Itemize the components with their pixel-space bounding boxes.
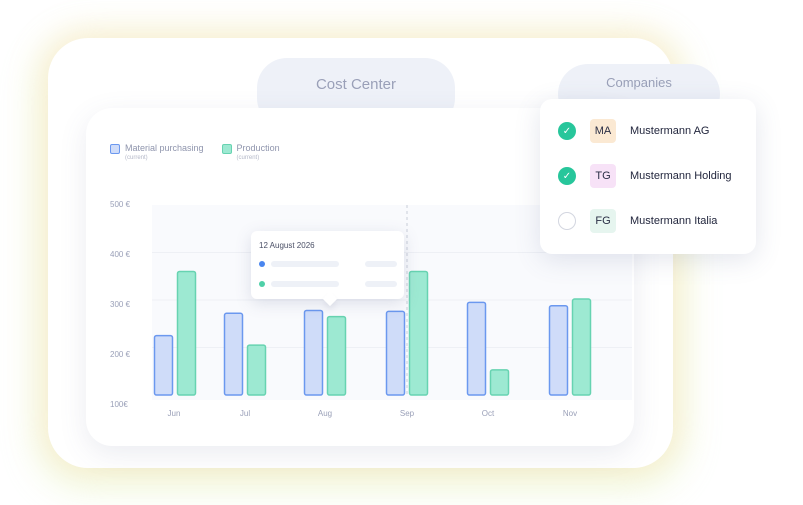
x-tick-label: Jul (239, 409, 251, 418)
bar-material-oct[interactable] (466, 301, 487, 396)
tooltip-placeholder-value (365, 281, 397, 287)
x-tick-label: Oct (481, 409, 495, 418)
company-name: Mustermann Italia (630, 215, 718, 227)
bar-material-jul[interactable] (223, 312, 244, 396)
x-tick-label: Sep (399, 409, 415, 418)
bar-production-nov[interactable] (571, 298, 592, 396)
y-tick-label: 300 € (110, 300, 131, 309)
tooltip-dot-production (259, 281, 265, 287)
bar-production-oct[interactable] (489, 369, 510, 396)
company-name: Mustermann Holding (630, 170, 732, 182)
tooltip-row-material (259, 260, 397, 268)
company-badge: TG (590, 164, 616, 188)
legend-label-material: Material purchasing (125, 143, 204, 153)
y-tick-label: 200 € (110, 350, 131, 359)
bar-production-aug[interactable] (326, 315, 347, 396)
tooltip-placeholder-value (365, 261, 397, 267)
legend-swatch-production (221, 144, 232, 154)
tooltip-row-production (259, 280, 397, 288)
legend-item-material[interactable]: Material purchasing (current) (110, 143, 204, 162)
legend-label-production: Production (236, 143, 280, 153)
x-tick-label: Jun (167, 409, 181, 418)
bar-material-aug[interactable] (303, 309, 324, 396)
company-option-fg[interactable]: FG Mustermann Italia (558, 208, 717, 234)
legend-item-production[interactable]: Production (current) (221, 143, 280, 162)
legend-sub-production: (current) (236, 155, 260, 161)
legend-swatch-material (110, 144, 120, 154)
tooltip-dot-material (259, 261, 265, 267)
chart-legend: Material purchasing (current) Production… (110, 143, 280, 162)
bar-production-sep[interactable] (408, 270, 429, 396)
company-option-tg[interactable]: ✓ TG Mustermann Holding (558, 163, 732, 189)
checked-icon[interactable]: ✓ (558, 167, 576, 185)
bar-production-jul[interactable] (246, 344, 267, 396)
x-tick-label: Aug (317, 409, 333, 418)
tooltip-placeholder-bar (271, 281, 339, 287)
bar-material-nov[interactable] (548, 304, 569, 396)
bar-material-jun[interactable] (153, 334, 174, 396)
y-tick-label: 400 € (110, 250, 131, 259)
companies-dropdown: ✓ MA Mustermann AG ✓ TG Mustermann Holdi… (540, 99, 756, 254)
tooltip-date: 12 August 2026 (259, 241, 315, 250)
bar-material-sep[interactable] (385, 310, 406, 396)
checked-icon[interactable]: ✓ (558, 122, 576, 140)
tooltip-placeholder-bar (271, 261, 339, 267)
company-badge: MA (590, 119, 616, 143)
chart-tooltip: 12 August 2026 (251, 231, 404, 299)
x-tick-label: Nov (562, 409, 578, 418)
unchecked-circle-icon[interactable] (558, 212, 576, 230)
company-option-ma[interactable]: ✓ MA Mustermann AG (558, 118, 709, 144)
legend-sub-material: (current) (125, 155, 148, 161)
y-tick-label: 500 € (110, 200, 131, 209)
company-badge: FG (590, 209, 616, 233)
bar-production-jun[interactable] (176, 270, 197, 396)
company-name: Mustermann AG (630, 125, 710, 137)
y-tick-label: 100€ (110, 400, 128, 409)
